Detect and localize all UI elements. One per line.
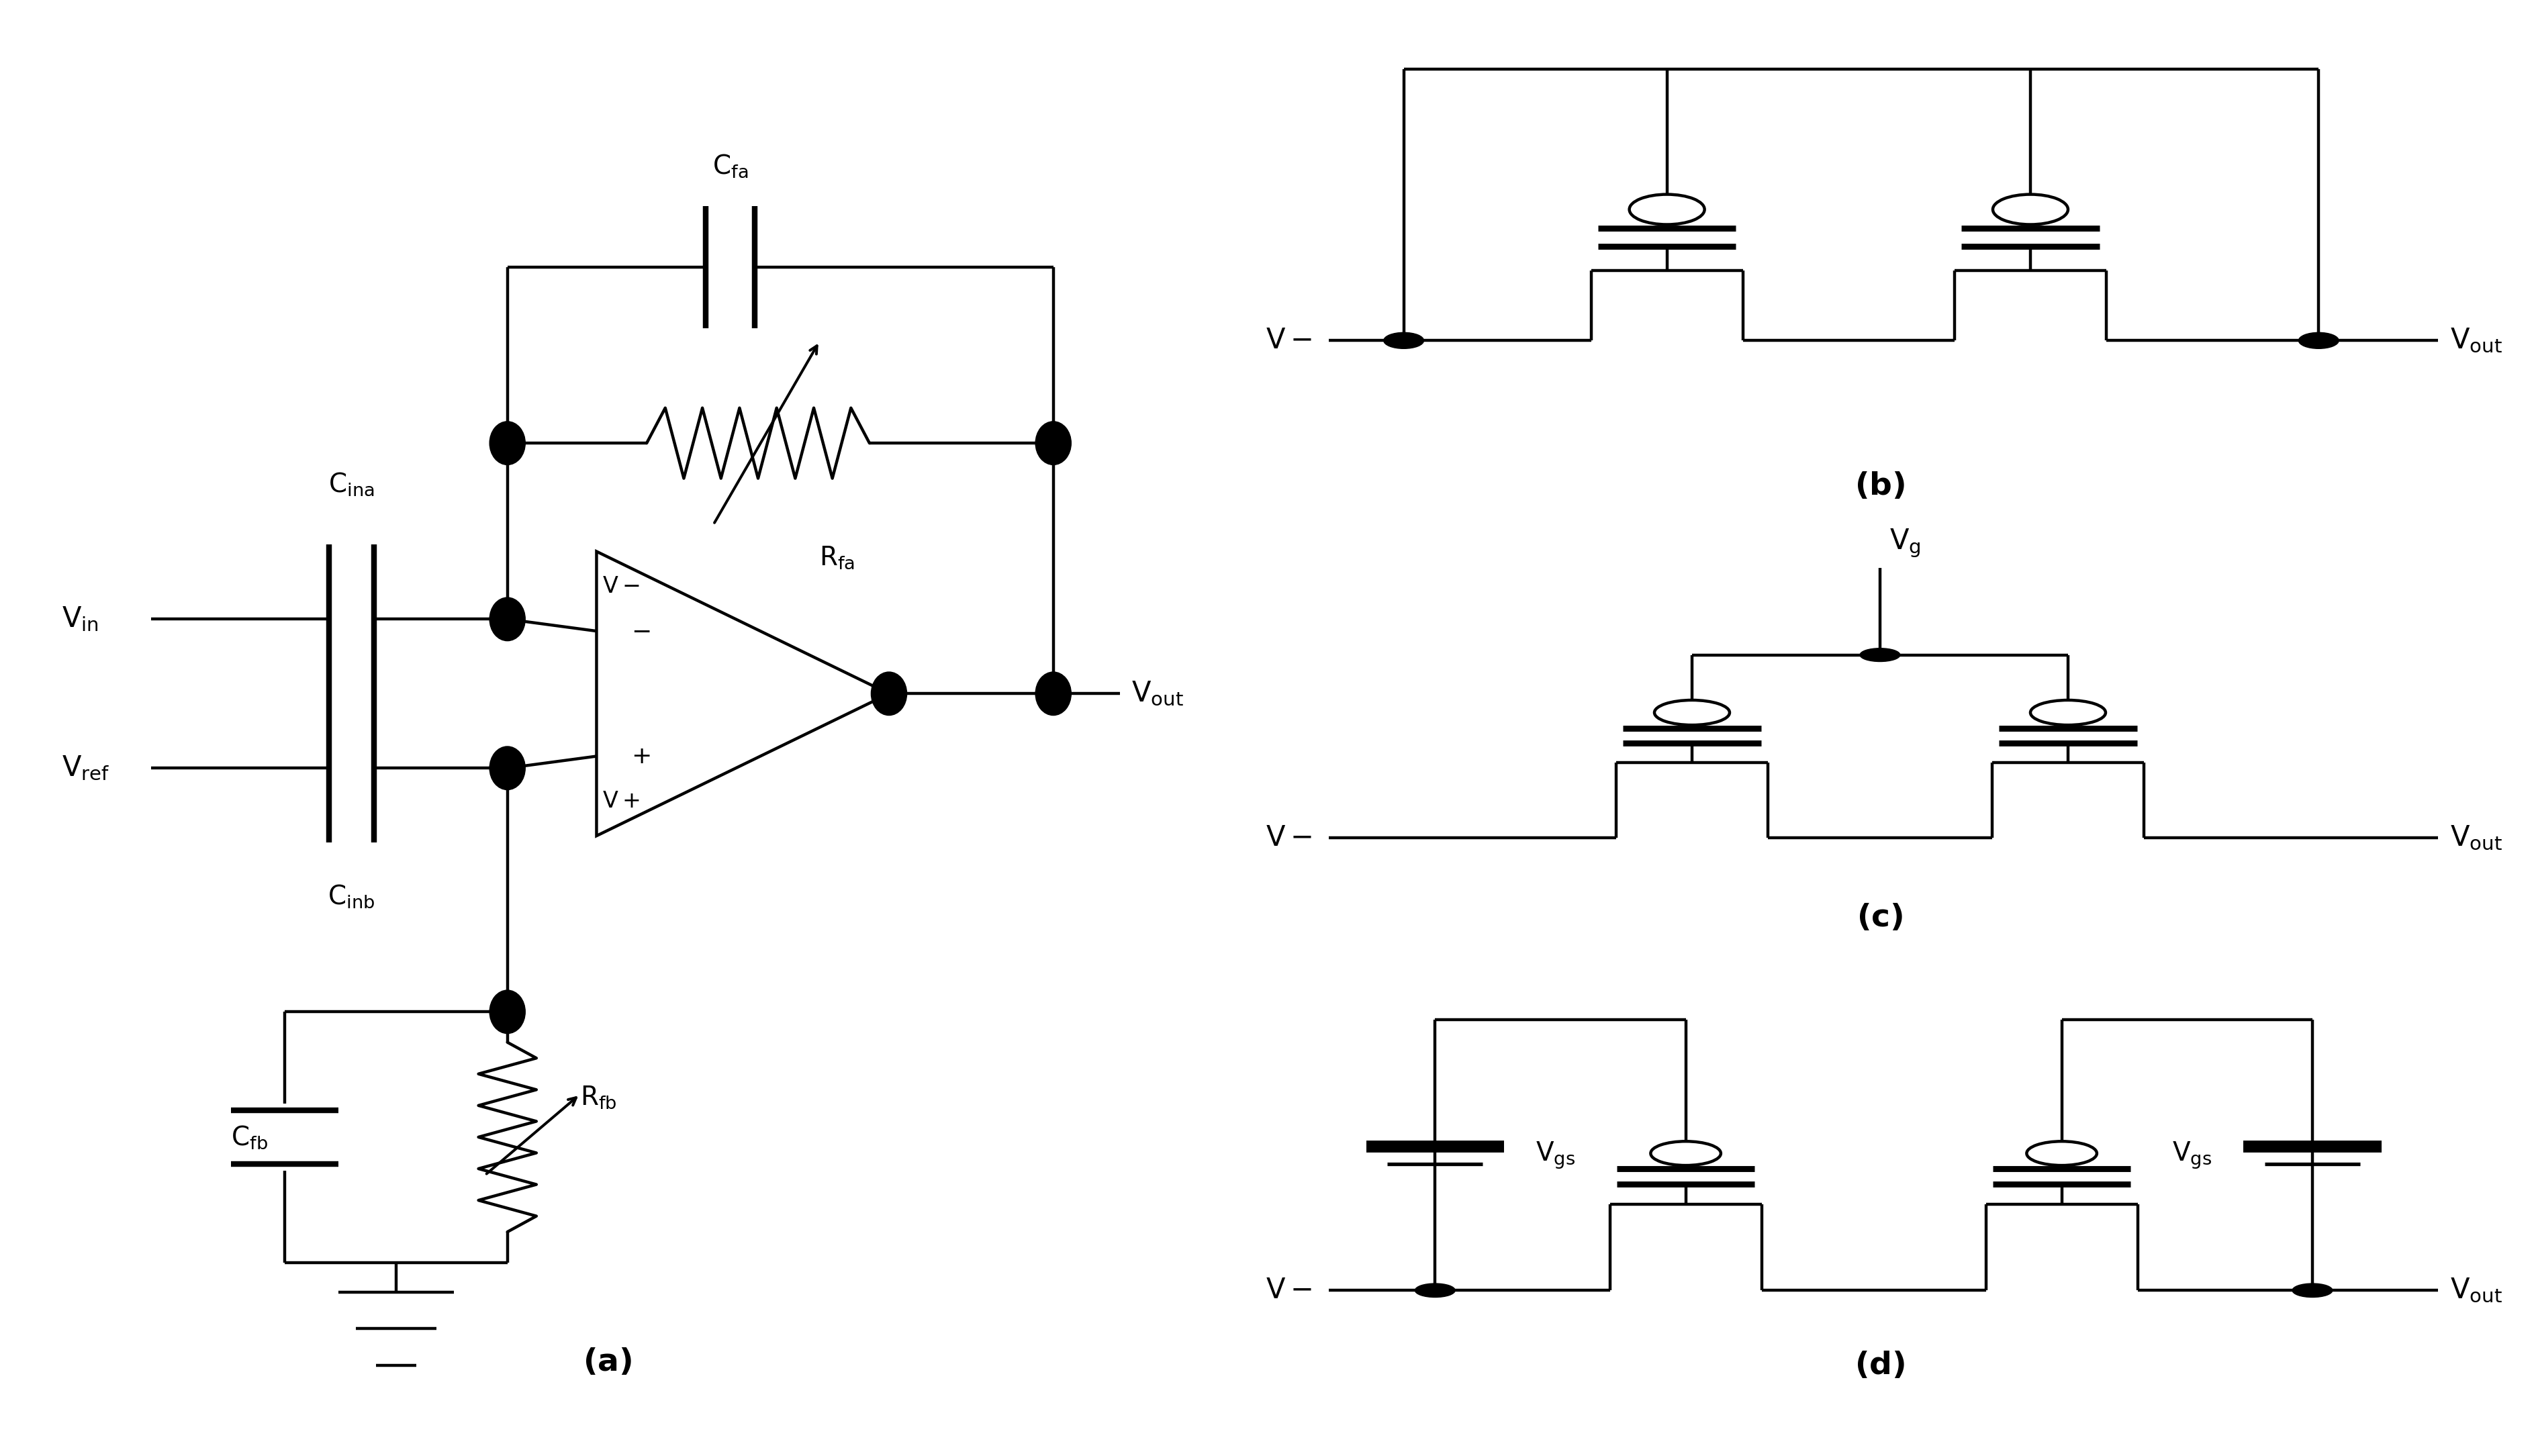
Text: $\mathbf{(c)}$: $\mathbf{(c)}$ [1856,903,1904,933]
Circle shape [871,673,906,715]
Text: $\mathrm{C_{fb}}$: $\mathrm{C_{fb}}$ [230,1124,268,1150]
Text: $+$: $+$ [630,745,651,767]
Text: $\mathrm{V_{out}}$: $\mathrm{V_{out}}$ [2451,326,2502,355]
Text: $\mathbf{(d)}$: $\mathbf{(d)}$ [1856,1350,1904,1380]
Text: $\mathrm{C_{ina}}$: $\mathrm{C_{ina}}$ [329,470,375,498]
Text: $\mathrm{C_{inb}}$: $\mathrm{C_{inb}}$ [327,884,375,910]
Text: $\mathrm{V_{out}}$: $\mathrm{V_{out}}$ [2451,1277,2502,1305]
Text: $\mathrm{R_{fb}}$: $\mathrm{R_{fb}}$ [580,1085,618,1109]
Text: $\mathrm{V-}$: $\mathrm{V-}$ [603,575,641,597]
Circle shape [1631,195,1704,224]
Text: $\mathrm{C_{fa}}$: $\mathrm{C_{fa}}$ [711,153,747,179]
Circle shape [489,421,524,464]
Text: $\mathrm{V-}$: $\mathrm{V-}$ [1266,1277,1312,1305]
Text: $\mathrm{V_{gs}}$: $\mathrm{V_{gs}}$ [2172,1140,2213,1171]
Circle shape [1651,1142,1722,1165]
Text: $\mathrm{V_{ref}}$: $\mathrm{V_{ref}}$ [61,754,109,782]
Circle shape [1382,332,1423,348]
Circle shape [489,990,524,1034]
Text: $\mathrm{V-}$: $\mathrm{V-}$ [1266,824,1312,852]
Circle shape [1653,700,1729,725]
Circle shape [2031,700,2107,725]
Circle shape [2291,1284,2332,1297]
Circle shape [1861,648,1899,661]
Circle shape [489,597,524,641]
Text: $\mathbf{(b)}$: $\mathbf{(b)}$ [1856,472,1904,501]
Text: $\mathrm{R_{fa}}$: $\mathrm{R_{fa}}$ [820,545,856,571]
Circle shape [1036,421,1071,464]
Circle shape [1415,1284,1456,1297]
Circle shape [2026,1142,2096,1165]
Text: $\mathrm{V-}$: $\mathrm{V-}$ [1266,326,1312,355]
Circle shape [489,747,524,789]
Text: $\mathrm{V_{in}}$: $\mathrm{V_{in}}$ [61,606,99,633]
Text: $\mathrm{V_{gs}}$: $\mathrm{V_{gs}}$ [1534,1140,1575,1171]
Circle shape [1036,673,1071,715]
Text: $\mathbf{(a)}$: $\mathbf{(a)}$ [582,1347,633,1377]
Circle shape [1993,195,2069,224]
Text: $-$: $-$ [630,620,651,642]
Text: $\mathrm{V_{out}}$: $\mathrm{V_{out}}$ [1132,680,1182,708]
Text: $\mathrm{V_{out}}$: $\mathrm{V_{out}}$ [2451,824,2502,852]
Text: $\mathrm{V+}$: $\mathrm{V+}$ [603,791,641,812]
Text: $\mathrm{V_g}$: $\mathrm{V_g}$ [1889,527,1922,559]
Circle shape [2299,332,2340,348]
